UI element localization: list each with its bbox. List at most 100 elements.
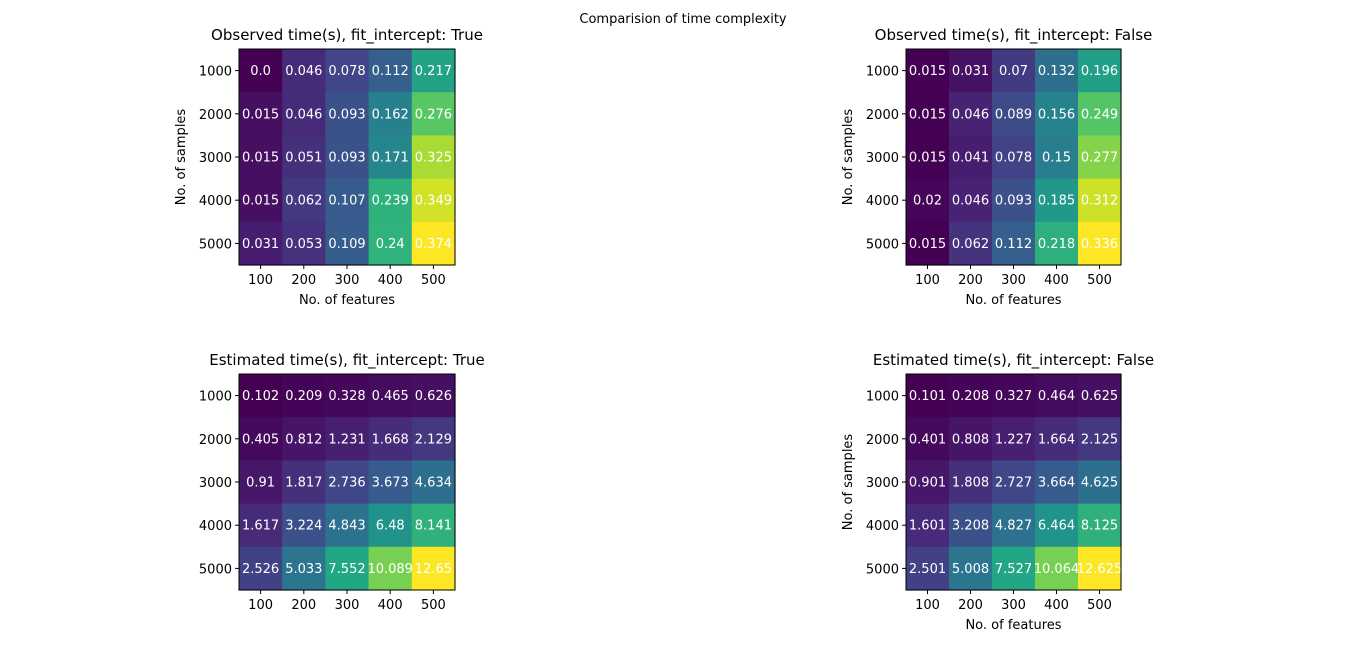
heatmap-cell xyxy=(992,374,1036,418)
heatmap-cell xyxy=(325,178,370,223)
cell-value-label: 8.125 xyxy=(1081,519,1118,534)
cell-value-label: 2.736 xyxy=(328,476,365,491)
heatmap-cell xyxy=(992,135,1036,180)
cell-value-label: 0.02 xyxy=(913,194,942,209)
heatmap-cell xyxy=(411,135,456,180)
cell-value-label: 2.129 xyxy=(415,432,452,447)
heatmap-cell xyxy=(992,221,1036,266)
heatmap-cell xyxy=(1078,374,1122,418)
heatmap-cell xyxy=(1078,546,1122,591)
heatmap-panel: Observed time(s), fit_intercept: False 0.… xyxy=(841,26,1152,308)
cell-value-label: 1.227 xyxy=(995,432,1032,447)
heatmap-cell xyxy=(411,92,456,136)
y-tick-label: 2000 xyxy=(199,433,232,448)
heatmap-cell xyxy=(411,460,456,505)
heatmap-cell xyxy=(239,92,283,136)
y-tick-label: 4000 xyxy=(866,519,899,534)
heatmap-panel: Estimated time(s), fit_intercept: True 0.… xyxy=(199,351,485,613)
heatmap-cell xyxy=(411,178,456,223)
heatmap-cell xyxy=(992,460,1036,505)
cell-value-label: 0.089 xyxy=(995,107,1032,122)
y-tick-label: 5000 xyxy=(199,237,232,252)
cell-value-label: 0.031 xyxy=(242,237,279,252)
heatmap-cell xyxy=(368,92,413,136)
y-tick-label: 1000 xyxy=(199,390,232,405)
heatmap-cell xyxy=(949,460,993,505)
cell-value-label: 0.401 xyxy=(909,432,946,447)
cell-value-label: 3.208 xyxy=(952,519,989,534)
heatmap-cell xyxy=(325,503,370,548)
cell-value-label: 8.141 xyxy=(415,519,452,534)
x-tick-label: 100 xyxy=(915,598,940,613)
heatmap-cell xyxy=(1035,49,1079,93)
heatmap-cell xyxy=(992,178,1036,223)
heatmap-cell xyxy=(239,417,283,461)
x-tick-label: 500 xyxy=(421,273,446,288)
heatmap-cell xyxy=(411,546,456,591)
heatmap-cell xyxy=(282,49,326,93)
x-tick-label: 400 xyxy=(1044,273,1069,288)
cell-value-label: 0.162 xyxy=(372,107,409,122)
heatmap-cell xyxy=(325,546,370,591)
cell-value-label: 0.062 xyxy=(952,237,989,252)
heatmap-cell xyxy=(992,546,1036,591)
cell-value-label: 0.041 xyxy=(952,151,989,166)
cell-value-label: 0.625 xyxy=(1081,389,1118,404)
x-axis-label: No. of features xyxy=(965,293,1061,308)
cell-value-label: 0.312 xyxy=(1081,194,1118,209)
heatmap-cell xyxy=(1035,417,1079,461)
x-tick-label: 300 xyxy=(1001,273,1026,288)
y-tick-label: 5000 xyxy=(199,562,232,577)
heatmap-cell xyxy=(1035,546,1079,591)
cell-value-label: 2.526 xyxy=(242,562,279,577)
cell-value-label: 0.24 xyxy=(376,237,405,252)
cell-value-label: 4.634 xyxy=(415,476,452,491)
cell-value-label: 0.808 xyxy=(952,432,989,447)
cell-value-label: 0.112 xyxy=(995,237,1032,252)
heatmap-panel: Estimated time(s), fit_intercept: False 0… xyxy=(841,351,1154,633)
y-tick-label: 5000 xyxy=(866,237,899,252)
x-tick-label: 300 xyxy=(1001,598,1026,613)
cell-value-label: 6.464 xyxy=(1038,519,1075,534)
heatmap-cell xyxy=(368,417,413,461)
cell-value-label: 0.093 xyxy=(328,107,365,122)
x-tick-label: 100 xyxy=(248,273,273,288)
heatmap-cell xyxy=(1078,178,1122,223)
cell-value-label: 0.464 xyxy=(1038,389,1075,404)
heatmap-cell xyxy=(1078,49,1122,93)
y-tick-label: 3000 xyxy=(866,476,899,491)
cell-value-label: 0.336 xyxy=(1081,237,1118,252)
heatmap-cell xyxy=(949,503,993,548)
heatmap-cell xyxy=(1078,221,1122,266)
x-axis-label: No. of features xyxy=(299,293,395,308)
cell-value-label: 0.208 xyxy=(952,389,989,404)
x-tick-label: 400 xyxy=(378,598,403,613)
heatmap-cell xyxy=(1035,135,1079,180)
heatmap-cell xyxy=(906,221,950,266)
cell-value-label: 0.015 xyxy=(909,107,946,122)
heatmap-cell xyxy=(906,49,950,93)
heatmap-cell xyxy=(282,460,326,505)
x-tick-label: 400 xyxy=(1044,598,1069,613)
x-tick-label: 200 xyxy=(958,598,983,613)
heatmap-cell xyxy=(239,503,283,548)
x-tick-label: 100 xyxy=(915,273,940,288)
y-tick-label: 1000 xyxy=(866,65,899,80)
x-tick-label: 300 xyxy=(335,273,360,288)
heatmap-cell xyxy=(992,417,1036,461)
cell-value-label: 0.276 xyxy=(415,107,452,122)
heatmap-cell xyxy=(282,92,326,136)
heatmap-cell xyxy=(949,417,993,461)
cell-value-label: 0.015 xyxy=(909,237,946,252)
cell-value-label: 0.109 xyxy=(328,237,365,252)
y-tick-label: 5000 xyxy=(866,562,899,577)
heatmap-cell xyxy=(906,135,950,180)
heatmap-cell xyxy=(949,49,993,93)
cell-value-label: 0.093 xyxy=(328,151,365,166)
cell-value-label: 3.673 xyxy=(372,476,409,491)
cell-value-label: 0.209 xyxy=(285,389,322,404)
heatmap-cell xyxy=(1035,92,1079,136)
cell-value-label: 0.051 xyxy=(285,151,322,166)
cell-value-label: 3.664 xyxy=(1038,476,1075,491)
heatmap-cell xyxy=(368,546,413,591)
